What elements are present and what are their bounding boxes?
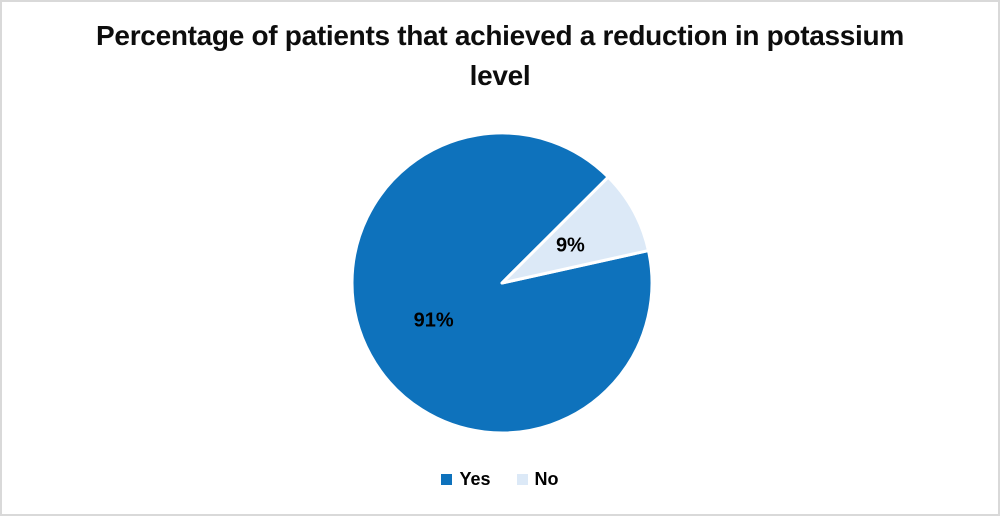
legend-label-yes: Yes xyxy=(459,469,491,489)
legend-item-no[interactable]: No xyxy=(516,469,559,490)
legend-swatch-no-icon xyxy=(516,474,528,485)
pie-slice-no[interactable] xyxy=(500,175,650,285)
data-label-no: 9% xyxy=(556,235,585,257)
legend-label-no: No xyxy=(534,469,559,489)
chart-legend: Yes No xyxy=(2,469,998,490)
chart-title: Percentage of patients that achieved a r… xyxy=(96,20,904,91)
legend-item-yes[interactable]: Yes xyxy=(441,469,491,490)
legend-swatch-yes-icon xyxy=(441,474,453,485)
data-label-yes: 91% xyxy=(414,310,454,332)
